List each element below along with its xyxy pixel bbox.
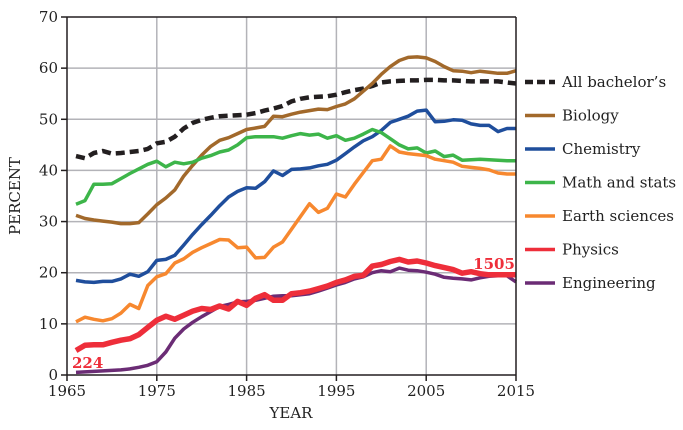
- x-tick-label-2005: 2005: [407, 382, 445, 400]
- x-tick-label-1995: 1995: [317, 382, 355, 400]
- legend-label-engineering: Engineering: [562, 274, 656, 292]
- axes: [61, 16, 517, 381]
- y-tick-label-60: 60: [39, 59, 58, 77]
- series-line-all-bachelor-s: [75, 77, 517, 161]
- annotations: 224 1505: [72, 255, 515, 372]
- x-tick-label-1985: 1985: [228, 382, 266, 400]
- x-tick-label-1975: 1975: [138, 382, 176, 400]
- series-line-chemistry: [75, 108, 516, 285]
- series-line-physics: [74, 256, 516, 353]
- y-tick-labels: 0 10 20 30 40 50 60 70: [39, 8, 58, 384]
- legend: All bachelor’s Biology Chemistry Math and s…: [525, 73, 676, 292]
- legend-label-math-and-stats: Math and stats: [562, 174, 676, 192]
- y-tick-label-10: 10: [39, 315, 58, 333]
- y-tick-label-50: 50: [39, 110, 58, 128]
- x-tick-label-2015: 2015: [497, 382, 535, 400]
- annotation-1505: 1505: [473, 255, 515, 273]
- x-tick-label-1965: 1965: [48, 382, 86, 400]
- legend-label-biology: Biology: [562, 107, 619, 125]
- y-tick-label-20: 20: [39, 264, 58, 282]
- y-tick-label-0: 0: [48, 366, 58, 384]
- x-axis-title: YEAR: [269, 404, 314, 422]
- annotation-224: 224: [72, 354, 103, 372]
- grid-lines: [67, 17, 516, 375]
- y-axis-title: PERCENT: [6, 157, 24, 235]
- x-tick-labels: 1965 1975 1985 1995 2005 2015: [48, 382, 535, 400]
- series-line-math-and-stats: [75, 127, 516, 206]
- y-tick-label-40: 40: [39, 161, 58, 179]
- series-line-engineering: [75, 266, 517, 375]
- legend-label-all-bachelor-s: All bachelor’s: [561, 73, 666, 91]
- series-line-biology: [75, 55, 517, 226]
- series-layer: [74, 55, 517, 375]
- legend-label-earth-sciences: Earth sciences: [562, 207, 674, 225]
- legend-label-physics: Physics: [562, 241, 619, 259]
- y-tick-label-30: 30: [39, 213, 58, 231]
- series-line-earth-sciences: [75, 144, 516, 324]
- legend-label-chemistry: Chemistry: [562, 140, 641, 158]
- y-tick-label-70: 70: [39, 8, 58, 26]
